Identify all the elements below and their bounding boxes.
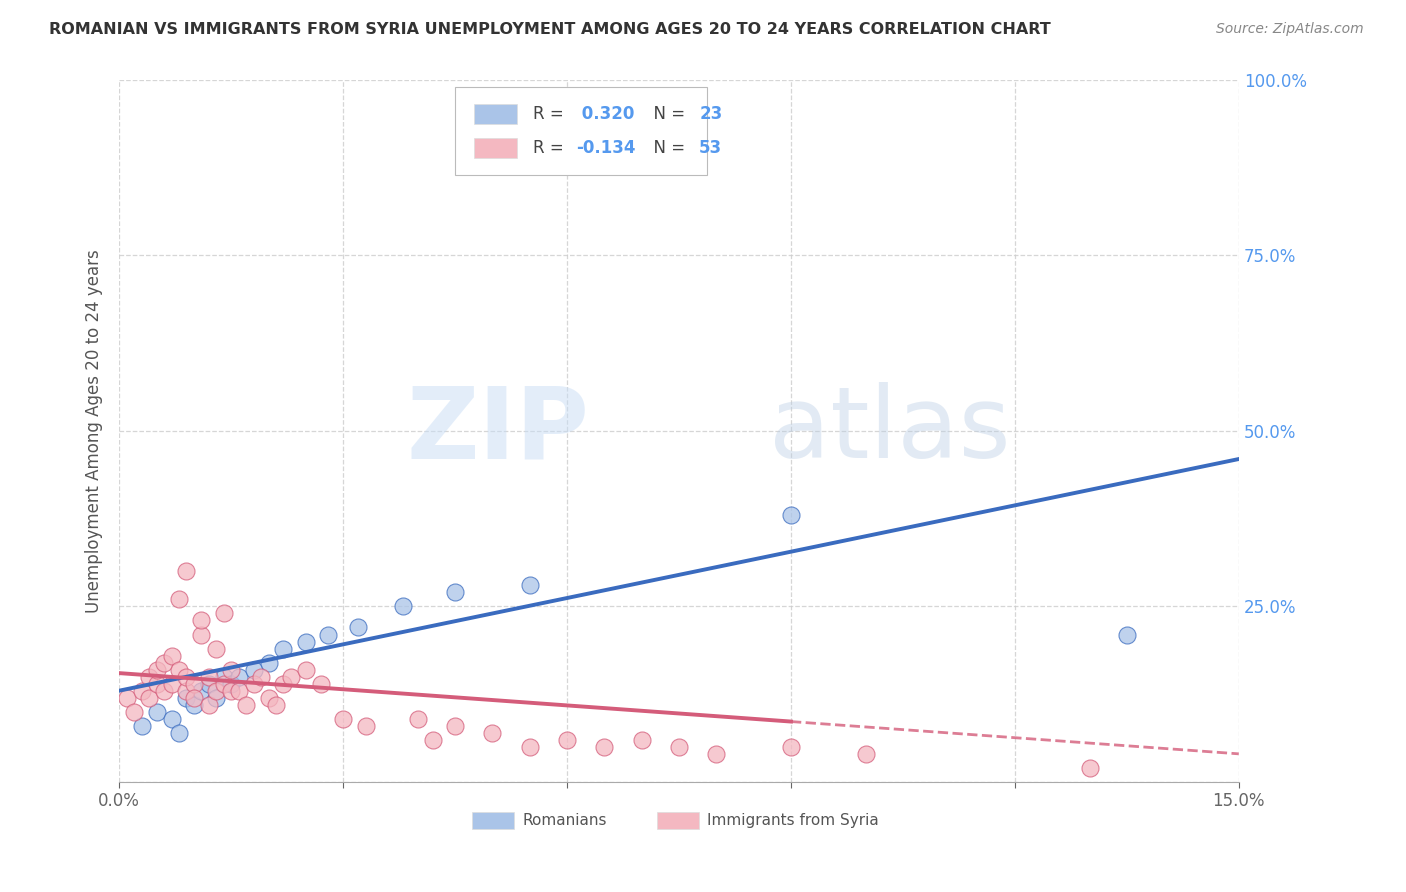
Point xyxy=(444,719,467,733)
Point xyxy=(131,683,153,698)
Point xyxy=(131,719,153,733)
Point xyxy=(205,641,228,656)
Text: atlas: atlas xyxy=(769,383,1011,480)
Text: 0.320: 0.320 xyxy=(576,104,634,123)
FancyBboxPatch shape xyxy=(472,812,515,829)
Point xyxy=(780,508,803,523)
Point xyxy=(332,712,354,726)
Point xyxy=(176,670,198,684)
Text: Source: ZipAtlas.com: Source: ZipAtlas.com xyxy=(1216,22,1364,37)
Point xyxy=(392,599,415,614)
Point xyxy=(481,726,503,740)
Point xyxy=(205,683,228,698)
Point xyxy=(205,690,228,705)
Point xyxy=(190,683,212,698)
Point xyxy=(145,705,167,719)
Text: N =: N = xyxy=(643,104,690,123)
Point xyxy=(115,690,138,705)
Point xyxy=(309,676,332,690)
Point xyxy=(555,732,578,747)
Point xyxy=(668,739,690,754)
Point xyxy=(1078,761,1101,775)
Point xyxy=(406,712,429,726)
Point xyxy=(219,663,242,677)
Point xyxy=(354,719,377,733)
Point xyxy=(145,676,167,690)
Point xyxy=(176,565,198,579)
Point xyxy=(228,683,250,698)
Point xyxy=(167,663,190,677)
Point xyxy=(167,726,190,740)
Text: ZIP: ZIP xyxy=(406,383,589,480)
FancyBboxPatch shape xyxy=(456,87,707,175)
Point xyxy=(176,690,198,705)
Point xyxy=(235,698,257,712)
Point xyxy=(122,705,145,719)
Point xyxy=(295,663,318,677)
Point xyxy=(153,656,176,670)
Point xyxy=(855,747,877,761)
Point xyxy=(167,592,190,607)
Text: ROMANIAN VS IMMIGRANTS FROM SYRIA UNEMPLOYMENT AMONG AGES 20 TO 24 YEARS CORRELA: ROMANIAN VS IMMIGRANTS FROM SYRIA UNEMPL… xyxy=(49,22,1050,37)
Point xyxy=(212,607,235,621)
Point xyxy=(257,656,280,670)
Point xyxy=(316,627,339,641)
Point xyxy=(183,676,205,690)
FancyBboxPatch shape xyxy=(474,138,516,158)
Point xyxy=(219,676,242,690)
Point xyxy=(219,683,242,698)
Point xyxy=(138,690,160,705)
Point xyxy=(444,585,467,599)
Point xyxy=(138,670,160,684)
Point xyxy=(273,641,295,656)
Point xyxy=(519,578,541,592)
Point xyxy=(273,676,295,690)
Text: Romanians: Romanians xyxy=(522,813,607,828)
Point xyxy=(250,670,273,684)
Point xyxy=(228,670,250,684)
Point xyxy=(280,670,302,684)
Point xyxy=(1115,627,1137,641)
Point xyxy=(183,690,205,705)
Point xyxy=(160,712,183,726)
Point xyxy=(519,739,541,754)
Point xyxy=(242,676,264,690)
Point xyxy=(153,683,176,698)
Point xyxy=(160,648,183,663)
Point xyxy=(212,676,235,690)
Text: R =: R = xyxy=(533,104,569,123)
Point xyxy=(704,747,727,761)
Text: -0.134: -0.134 xyxy=(576,139,636,157)
Text: Immigrants from Syria: Immigrants from Syria xyxy=(707,813,879,828)
Text: 23: 23 xyxy=(699,104,723,123)
Point xyxy=(190,614,212,628)
Point xyxy=(242,663,264,677)
Point xyxy=(347,620,370,634)
Point xyxy=(257,690,280,705)
Point xyxy=(183,698,205,712)
Point xyxy=(198,670,221,684)
Point xyxy=(780,739,803,754)
Point xyxy=(593,739,616,754)
Point xyxy=(422,732,444,747)
FancyBboxPatch shape xyxy=(657,812,699,829)
Text: N =: N = xyxy=(643,139,690,157)
Y-axis label: Unemployment Among Ages 20 to 24 years: Unemployment Among Ages 20 to 24 years xyxy=(86,249,103,613)
Point xyxy=(630,732,652,747)
Point xyxy=(198,676,221,690)
Point xyxy=(145,663,167,677)
Text: 53: 53 xyxy=(699,139,723,157)
Text: R =: R = xyxy=(533,139,569,157)
Point xyxy=(264,698,287,712)
Point xyxy=(190,627,212,641)
Point xyxy=(176,683,198,698)
Point xyxy=(198,698,221,712)
FancyBboxPatch shape xyxy=(474,103,516,123)
Point xyxy=(212,670,235,684)
Point xyxy=(295,634,318,648)
Point xyxy=(160,676,183,690)
